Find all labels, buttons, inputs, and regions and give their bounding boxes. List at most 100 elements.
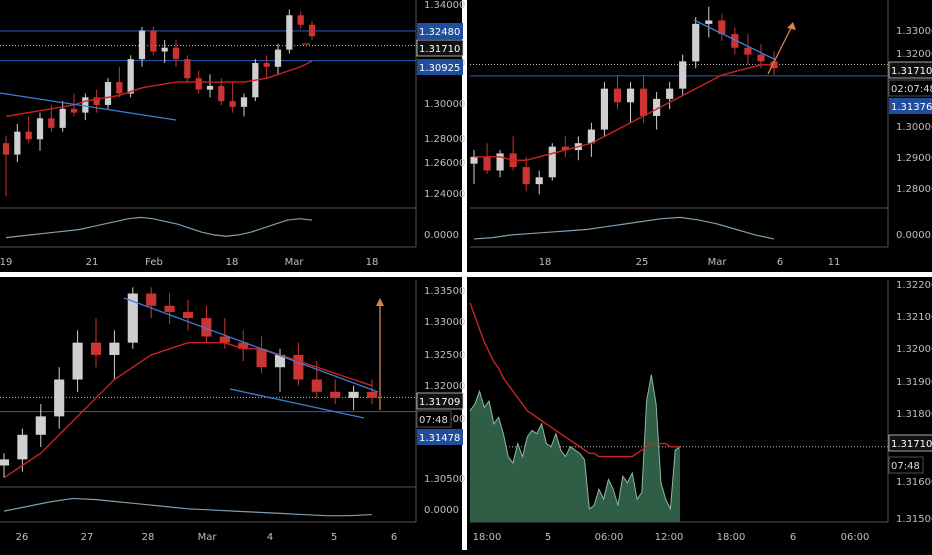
panel-top-right-x-tick: 6 — [777, 257, 783, 268]
panel-bottom-right-y-tick: 1.31900 — [896, 377, 932, 388]
panel-top-left-candle-body — [240, 97, 248, 107]
panel-top-left-y-tick: 1.30000 — [424, 99, 465, 110]
panel-top-right-candle-body — [626, 88, 635, 103]
panel-top-left-candle-body — [82, 97, 89, 113]
panel-top-left-candle-body — [286, 15, 293, 50]
panel-top-left-candle-body — [93, 97, 100, 105]
panel-top-right-candle-body — [653, 98, 661, 116]
panel-bottom-right-moving-average — [469, 302, 680, 458]
panel-bottom-right-y-tick: 1.31800 — [896, 409, 932, 420]
panel-top-left-candle-body — [308, 24, 316, 37]
panel-bottom-left-candle-body — [201, 318, 212, 337]
panel-top-right-candle-body — [587, 129, 595, 144]
panel-bottom-right-y-tick: 1.32200 — [896, 280, 932, 291]
panel-top-left-candle-body — [184, 59, 191, 79]
panel-bottom-right-x-tick: 06:00 — [841, 532, 870, 543]
panel-top-left-candle-body — [48, 118, 55, 128]
panel-top-left-candle-body — [150, 30, 157, 52]
panel-bottom-left-candle-body — [90, 342, 102, 355]
panel-top-right-candle-body — [757, 54, 765, 62]
panel-bottom-left-candle-body — [72, 342, 83, 380]
panel-top-left-x-tick: 18 — [366, 257, 379, 268]
panel-bottom-left-candle-body — [182, 311, 194, 319]
panel-top-right-price-tag-label: 1.31710 — [891, 66, 932, 77]
panel-top-right-candle-body — [731, 34, 739, 48]
panel-bottom-left-x-tick: 6 — [391, 532, 397, 543]
panel-top-right-x-tick: 18 — [539, 257, 552, 268]
panel-top-right-y-tick: 1.33000 — [896, 26, 932, 37]
panel-bottom-left-x-tick: 5 — [331, 532, 337, 543]
panel-top-left-price-tag — [416, 39, 464, 57]
panel-top-left-candle-body — [70, 108, 78, 113]
panel-top-right-candle-body — [470, 156, 478, 164]
trendline-upper — [123, 297, 379, 393]
panel-top-left-x-tick: 19 — [0, 257, 12, 268]
panel-top-right-moving-average — [474, 64, 774, 161]
panel-top-left-candle-body — [25, 131, 32, 140]
panel-top-left-candle-body — [297, 15, 304, 25]
panel-bottom-left-y-tick: 1.33000 — [424, 317, 465, 328]
panel-top-left-price-tag-label: 1.30925 — [419, 63, 460, 74]
panel-bottom-right-price-line — [469, 374, 681, 511]
panel-top-right-candle-body — [548, 146, 556, 178]
panel-bottom-right-price-tag — [888, 434, 932, 452]
vertical-divider — [462, 0, 467, 550]
panel-bottom-left-y-tick: 1.32500 — [424, 350, 465, 361]
panel-bottom-right-y-tick: 1.32100 — [896, 312, 932, 323]
panel-top-left-oscillator-line — [5, 216, 313, 239]
panel-bottom-left-price-tag — [417, 429, 463, 445]
panel-top-right-candle-body — [718, 20, 726, 35]
panel-top-right-candle-body — [561, 146, 569, 151]
panel-bottom-left-candle-body — [311, 379, 322, 392]
panel-top-right-candle-body — [744, 47, 752, 55]
panel-top-left-candle-body — [127, 59, 134, 94]
panel-top-left-candle-body — [172, 47, 180, 60]
panel-top-right-candle-body — [679, 61, 687, 89]
trendline-lower — [0, 92, 177, 121]
panel-top-right-price-tag — [888, 61, 932, 79]
panel-bottom-right-price-tag — [888, 456, 924, 474]
panel-bottom-right-x-tick: 06:00 — [595, 532, 624, 543]
panel-top-left-x-tick: Mar — [285, 257, 305, 268]
panel-top-left-y-tick: 1.24000 — [424, 189, 465, 200]
panel-top-left-candle-body — [274, 49, 282, 67]
panel-top-right-candle-body — [666, 88, 674, 99]
panel-bottom-left-oscillator-line — [3, 497, 373, 517]
projection-arrowhead — [787, 22, 796, 30]
panel-top-right-candle-body — [639, 88, 648, 116]
panel-top-left-candle-body — [229, 101, 236, 107]
panel-bottom-left-candle-body — [35, 416, 46, 435]
panel-bottom-left-price-tag — [416, 392, 464, 410]
panel-bottom-left-y-tick: 1.32000 — [424, 381, 465, 392]
panel-bottom-left-y-tick: 1.30500 — [424, 474, 465, 485]
panel-bottom-left-candle-body — [293, 354, 304, 380]
panel-top-left-price-tag-label: 1.31710 — [419, 44, 460, 55]
panel-bottom-left-candle-body — [146, 293, 157, 306]
panel-bottom-right-x-tick: 6 — [790, 532, 796, 543]
panel-top-right-candle-body — [483, 156, 491, 171]
panel-bottom-left-x-tick: 28 — [142, 532, 155, 543]
panel-top-left-y-tick: 1.34000 — [424, 0, 465, 11]
panel-top-right-candle-body — [705, 20, 713, 24]
panel-top-right-price-tag-label: 02:07:48 — [891, 84, 932, 95]
panel-bottom-left-price-tag-label: 1.31709 — [419, 397, 460, 408]
trendline-descending — [693, 19, 777, 61]
panel-top-left-x-tick: 18 — [226, 257, 239, 268]
panel-bottom-left-osc-tick: 0.0000 — [424, 505, 459, 516]
panel-top-left-x-tick: 21 — [86, 257, 99, 268]
panel-bottom-left-x-tick: 4 — [267, 532, 273, 543]
panel-bottom-right-y-tick: 1.32000 — [896, 344, 932, 355]
panel-bottom-left-candle-body — [348, 391, 359, 398]
panel-bottom-left-candle-body — [17, 434, 28, 460]
panel-top-left-candle-body — [206, 85, 214, 90]
panel-bottom-left-candle-body — [274, 354, 286, 368]
panel-bottom-right-x-tick: 18:00 — [473, 532, 502, 543]
panel-top-right-x-tick: Mar — [708, 257, 728, 268]
panel-top-right-candle-body — [600, 88, 609, 130]
panel-top-left-candle-body — [59, 108, 66, 128]
panel-bottom-right-x-tick: 18:00 — [717, 532, 746, 543]
panel-top-left-y-tick: 1.26000 — [424, 158, 465, 169]
panel-top-left-candle-body — [218, 85, 225, 102]
